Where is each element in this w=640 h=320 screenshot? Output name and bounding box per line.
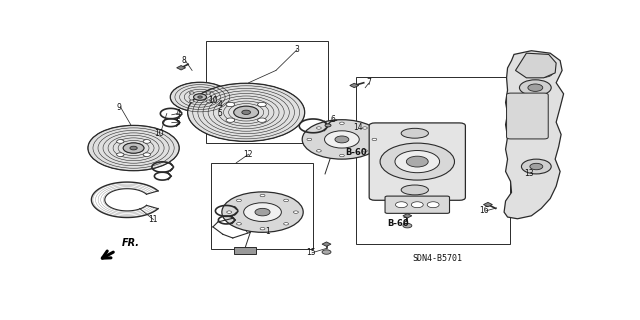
Text: 6: 6 [330, 115, 335, 124]
Circle shape [302, 120, 381, 159]
Text: 10: 10 [154, 129, 164, 138]
Circle shape [335, 136, 349, 143]
Text: 13: 13 [524, 169, 534, 179]
Text: 2: 2 [403, 217, 407, 226]
Circle shape [396, 202, 408, 208]
Circle shape [227, 211, 232, 213]
Circle shape [528, 84, 543, 92]
Text: B-60: B-60 [388, 219, 409, 228]
FancyBboxPatch shape [507, 93, 548, 139]
Polygon shape [483, 202, 492, 207]
Polygon shape [350, 83, 359, 88]
Circle shape [242, 110, 250, 115]
Circle shape [322, 250, 331, 254]
Circle shape [189, 92, 194, 94]
Circle shape [123, 143, 144, 153]
Ellipse shape [401, 128, 428, 138]
FancyBboxPatch shape [369, 123, 465, 200]
Circle shape [409, 187, 420, 193]
Polygon shape [403, 213, 412, 218]
Circle shape [317, 127, 321, 129]
Circle shape [188, 83, 305, 141]
Text: FR.: FR. [122, 238, 140, 248]
Text: 1: 1 [265, 227, 270, 236]
Circle shape [260, 228, 265, 230]
Text: 4: 4 [218, 100, 222, 109]
Circle shape [143, 153, 150, 156]
Polygon shape [504, 51, 564, 219]
Circle shape [380, 143, 454, 180]
Circle shape [522, 159, 551, 174]
Circle shape [535, 68, 553, 77]
Circle shape [170, 82, 230, 112]
Circle shape [130, 146, 137, 150]
Circle shape [206, 92, 211, 94]
Circle shape [237, 199, 241, 202]
Circle shape [237, 223, 241, 225]
Polygon shape [515, 53, 556, 78]
Bar [356, 76, 509, 244]
Circle shape [258, 102, 266, 107]
Bar [234, 247, 256, 254]
Circle shape [372, 138, 377, 140]
Text: 16: 16 [479, 206, 489, 215]
Circle shape [317, 150, 321, 152]
Circle shape [339, 122, 344, 124]
Circle shape [88, 125, 179, 171]
Bar [207, 41, 328, 143]
Circle shape [189, 100, 194, 102]
Text: SDN4-B5701: SDN4-B5701 [412, 254, 462, 263]
FancyBboxPatch shape [385, 196, 449, 213]
Text: 9: 9 [116, 103, 121, 112]
Circle shape [198, 96, 202, 98]
Circle shape [244, 203, 282, 221]
Circle shape [226, 118, 235, 122]
Circle shape [206, 100, 211, 102]
Text: 11: 11 [148, 215, 158, 224]
Text: 4: 4 [176, 109, 180, 118]
Circle shape [293, 211, 298, 213]
Polygon shape [322, 242, 331, 246]
Text: B-60: B-60 [345, 148, 367, 157]
Text: 5: 5 [218, 109, 222, 118]
Circle shape [325, 124, 331, 127]
Polygon shape [177, 66, 186, 70]
Circle shape [409, 130, 420, 136]
Circle shape [412, 202, 423, 208]
Circle shape [307, 138, 312, 140]
Circle shape [284, 223, 289, 225]
Circle shape [258, 118, 266, 122]
Ellipse shape [401, 185, 428, 195]
Circle shape [530, 163, 543, 170]
Circle shape [193, 94, 207, 100]
Text: 12: 12 [243, 150, 252, 159]
Circle shape [234, 106, 259, 118]
Circle shape [428, 202, 439, 208]
Circle shape [255, 208, 270, 216]
Circle shape [324, 131, 359, 148]
Circle shape [116, 140, 124, 143]
Circle shape [362, 127, 367, 129]
Circle shape [362, 150, 367, 152]
Text: 14: 14 [353, 123, 363, 132]
Circle shape [260, 194, 265, 197]
Circle shape [339, 155, 344, 157]
Circle shape [226, 102, 235, 107]
Circle shape [520, 80, 551, 96]
Text: 3: 3 [294, 45, 299, 54]
Circle shape [403, 223, 412, 228]
Text: 15: 15 [306, 248, 316, 257]
Text: 7: 7 [366, 78, 371, 87]
Bar [211, 163, 313, 249]
Text: 10: 10 [208, 96, 218, 105]
Circle shape [284, 199, 289, 202]
Text: 8: 8 [182, 56, 186, 65]
Text: 5: 5 [176, 118, 180, 127]
Circle shape [406, 156, 428, 167]
Circle shape [222, 192, 303, 232]
Circle shape [143, 140, 150, 143]
Circle shape [116, 153, 124, 156]
Circle shape [395, 150, 440, 173]
